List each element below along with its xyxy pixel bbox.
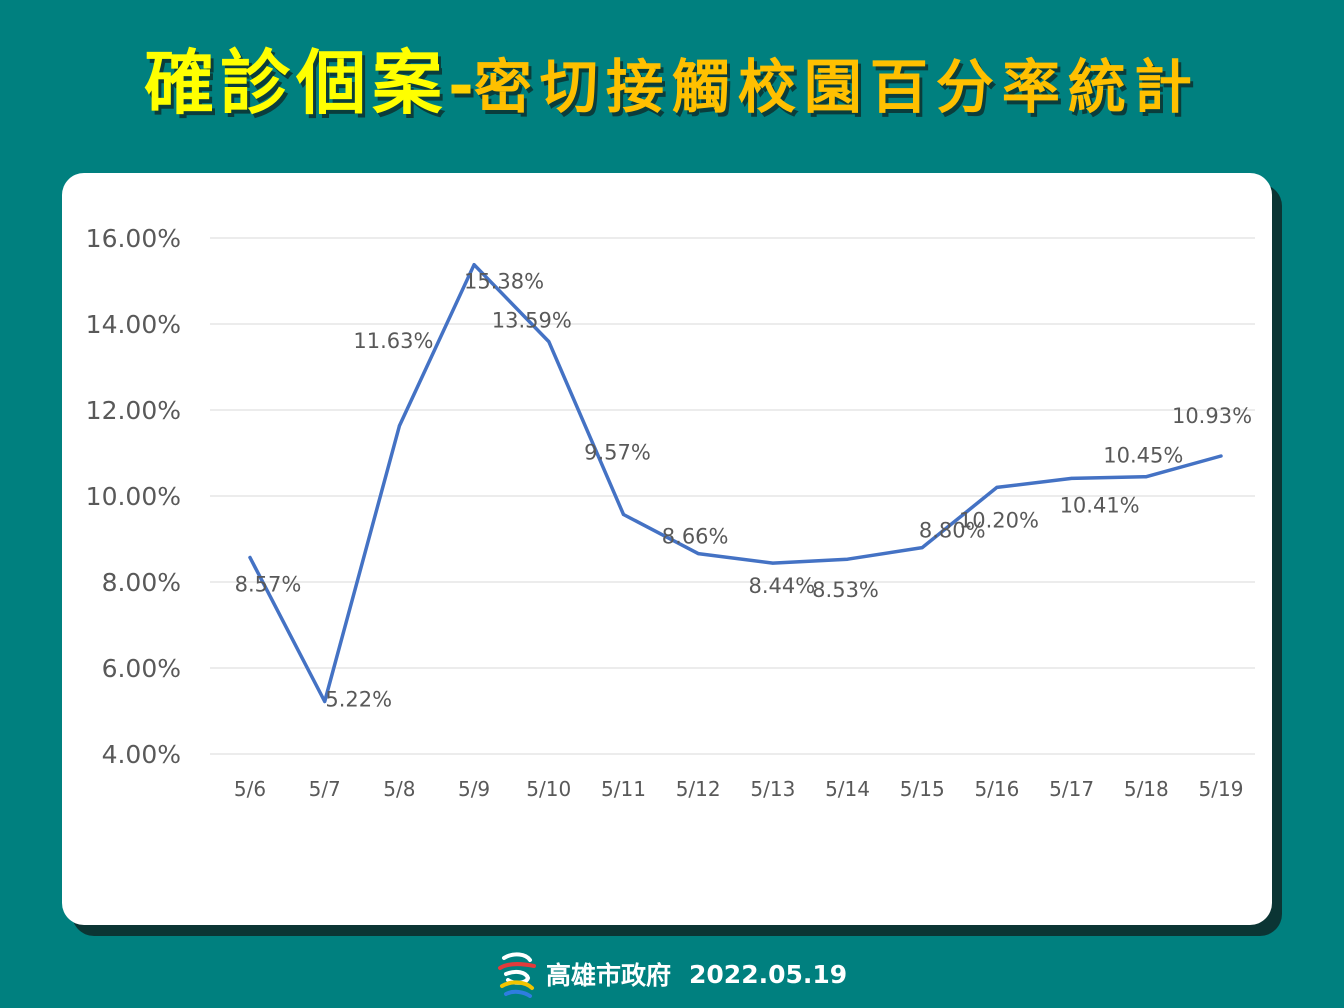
data-point <box>397 424 401 428</box>
data-label: 8.53% <box>812 578 879 602</box>
data-label: 10.45% <box>1103 444 1183 468</box>
chart-card <box>62 173 1272 925</box>
data-label: 10.20% <box>959 508 1039 532</box>
footer-date: 2022.05.19 <box>689 959 848 989</box>
data-point <box>547 340 551 344</box>
data-label: 8.66% <box>662 525 729 549</box>
kaohsiung-city-logo-icon <box>498 952 536 998</box>
data-point <box>1144 475 1148 479</box>
x-tick-label: 5/8 <box>383 777 415 801</box>
data-point <box>771 561 775 565</box>
x-tick-label: 5/10 <box>526 777 571 801</box>
data-point <box>995 485 999 489</box>
title-sub: 密切接觸校園百分率統計 <box>473 53 1200 121</box>
data-point <box>1219 454 1223 458</box>
footer: 高雄市政府 2022.05.19 <box>496 946 847 1002</box>
data-point <box>323 700 327 704</box>
x-tick-label: 5/6 <box>234 777 266 801</box>
y-tick-label: 12.00% <box>86 396 181 425</box>
y-tick-label: 10.00% <box>86 482 181 511</box>
data-point <box>621 512 625 516</box>
data-label: 13.59% <box>492 309 572 333</box>
x-tick-label: 5/15 <box>900 777 945 801</box>
data-point <box>472 263 476 267</box>
data-label: 8.44% <box>748 574 815 598</box>
footer-org: 高雄市政府 <box>546 961 672 990</box>
x-tick-label: 5/12 <box>676 777 721 801</box>
x-tick-label: 5/17 <box>1049 777 1094 801</box>
data-point <box>846 557 850 561</box>
y-tick-label: 4.00% <box>102 740 181 769</box>
x-tick-label: 5/18 <box>1124 777 1169 801</box>
x-tick-label: 5/7 <box>309 777 341 801</box>
page-title: 確診個案-密切接觸校園百分率統計 <box>0 48 1344 118</box>
y-tick-label: 16.00% <box>86 224 181 253</box>
data-label: 11.63% <box>353 329 433 353</box>
data-label: 8.80% <box>919 519 986 543</box>
data-label: 10.93% <box>1172 404 1252 428</box>
data-point <box>248 555 252 559</box>
data-label: 10.41% <box>1060 493 1140 517</box>
title-main: 確診個案 <box>144 42 449 124</box>
x-tick-label: 5/14 <box>825 777 870 801</box>
y-tick-label: 8.00% <box>102 568 181 597</box>
data-label: 9.57% <box>584 440 651 464</box>
data-point <box>696 552 700 556</box>
data-point <box>920 546 924 550</box>
data-point <box>1070 476 1074 480</box>
x-tick-label: 5/13 <box>750 777 795 801</box>
data-label: 5.22% <box>325 688 392 712</box>
data-label: 15.38% <box>464 270 544 294</box>
y-tick-label: 14.00% <box>86 310 181 339</box>
series-line <box>248 262 1223 704</box>
x-tick-label: 5/9 <box>458 777 490 801</box>
title-separator: - <box>448 49 474 122</box>
x-tick-label: 5/11 <box>601 777 646 801</box>
data-label: 8.57% <box>235 572 302 596</box>
x-tick-label: 5/16 <box>974 777 1019 801</box>
x-tick-label: 5/19 <box>1199 777 1244 801</box>
y-tick-label: 6.00% <box>102 654 181 683</box>
